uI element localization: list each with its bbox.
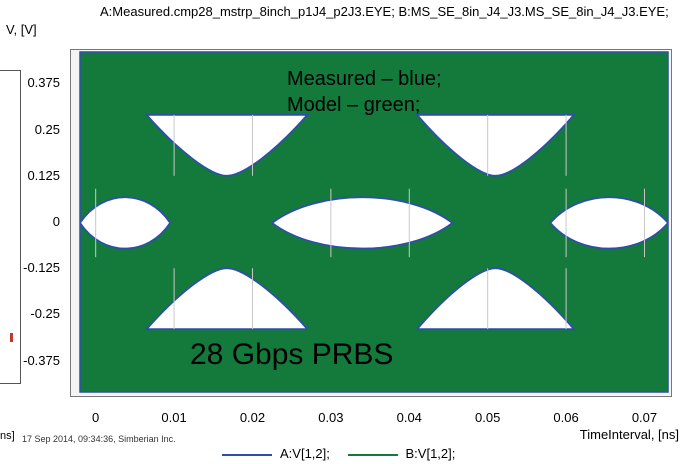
x-tick-label: 0 xyxy=(92,410,100,425)
legend: A:V[1,2]; B:V[1,2]; xyxy=(218,446,455,461)
y-tick-label: -0.125 xyxy=(23,260,60,276)
annotation-bitrate: 28 Gbps PRBS xyxy=(190,338,394,371)
y-tick-label: -0.375 xyxy=(23,352,60,368)
eye-opening xyxy=(80,196,172,250)
annotation-measured: Measured – blue; xyxy=(287,68,442,90)
footer-timestamp: 17 Sep 2014, 09:34:36, Simberian Inc. xyxy=(22,434,176,444)
x-tick-label: 0.01 xyxy=(161,410,187,425)
legend-label-b: B:V[1,2]; xyxy=(405,446,456,461)
left-panel-edge xyxy=(0,70,21,384)
y-tick-label: 0.125 xyxy=(27,167,60,183)
y-axis-label: V, [V] xyxy=(6,22,37,37)
eye-opening xyxy=(144,113,310,177)
x-tick-label: 0.06 xyxy=(553,410,579,425)
y-tick-label: 0.25 xyxy=(34,121,60,137)
y-tick-label: -0.25 xyxy=(30,306,60,322)
eye-opening xyxy=(144,267,310,331)
x-tick-label: 0.03 xyxy=(318,410,344,425)
eye-opening xyxy=(415,113,576,177)
eye-opening xyxy=(415,267,576,331)
y-tick-label: 0.375 xyxy=(27,75,60,91)
eye-opening xyxy=(270,196,454,250)
left-unit-label: ns] xyxy=(0,430,15,442)
x-tick-label: 0.02 xyxy=(239,410,266,425)
x-axis-label: TimeInterval, [ns] xyxy=(579,427,679,442)
x-tick-label: 0.07 xyxy=(631,410,658,425)
legend-line-a xyxy=(222,453,272,456)
x-tick-label: 0.04 xyxy=(396,410,422,425)
eye-opening xyxy=(549,196,668,250)
legend-line-b xyxy=(347,453,398,456)
left-panel-marker xyxy=(10,333,13,342)
x-tick-label: 0.05 xyxy=(475,410,501,425)
chart-title: A:Measured.cmp28_mstrp_8inch_p1J4_p2J3.E… xyxy=(100,4,669,19)
legend-label-a: A:V[1,2]; xyxy=(280,446,330,461)
y-tick-label: 0 xyxy=(52,214,60,229)
annotation-model: Model – green; xyxy=(287,94,421,116)
